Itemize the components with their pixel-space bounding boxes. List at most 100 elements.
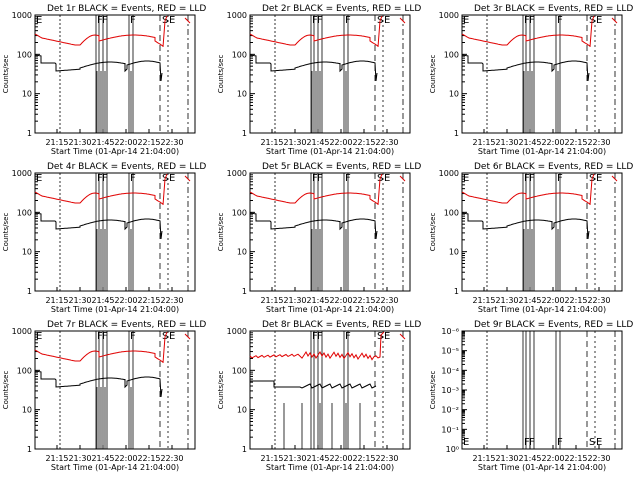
marker-label: F	[345, 173, 351, 184]
y-tick-label: 1000	[227, 11, 247, 20]
x-axis-label: Start Time (01-Apr-14 21:04:00)	[266, 305, 394, 314]
marker-label: F	[97, 173, 103, 184]
x-tick-label: 22:15	[137, 138, 160, 147]
marker-label: F	[317, 173, 323, 184]
marker-label: F	[312, 331, 318, 342]
x-axis-label: Start Time (01-Apr-14 21:04:00)	[478, 147, 606, 156]
chart-panel-3: Det 3r BLACK = Events, RED = LLD 1 10 100 10…	[429, 4, 633, 156]
marker-label: F	[97, 15, 103, 26]
x-tick-label: 21:15	[45, 296, 68, 305]
x-tick-label: 21:15	[45, 138, 68, 147]
x-axis-label: Start Time (01-Apr-14 21:04:00)	[51, 305, 179, 314]
x-tick-label: 22:00	[541, 454, 564, 463]
x-tick-label: 21:45	[518, 454, 541, 463]
marker-label: F	[557, 173, 563, 184]
chart-panel-7: Det 7r BLACK = Events, RED = LLD 1 10 100 10…	[2, 320, 206, 472]
y-tick-label: 10	[237, 406, 247, 415]
marker-label: F	[345, 15, 351, 26]
plot-frame	[249, 14, 411, 134]
y-tick-label: 10⁻⁴	[441, 366, 459, 375]
x-tick-label: 22:30	[160, 296, 183, 305]
lld-series-tail	[184, 17, 191, 24]
y-tick-label: 10	[22, 406, 32, 415]
y-tick-label: 1000	[12, 11, 32, 20]
plot-frame	[461, 330, 623, 450]
x-tick-label: 21:15	[45, 454, 68, 463]
x-tick-label: 22:15	[352, 138, 375, 147]
y-tick-label: 1000	[12, 169, 32, 178]
x-tick-label: 21:15	[472, 138, 495, 147]
x-axis-label: Start Time (01-Apr-14 21:04:00)	[266, 147, 394, 156]
x-tick-label: 21:45	[306, 138, 329, 147]
plot-frame	[249, 330, 411, 450]
marker-label: E	[169, 331, 175, 342]
x-tick-label: 21:45	[518, 296, 541, 305]
y-tick-label: 1	[27, 445, 32, 454]
y-tick-label: 1000	[227, 327, 247, 336]
x-tick-label: 21:45	[306, 296, 329, 305]
chart-panel-2: Det 2r BLACK = Events, RED = LLD 1 10 100 10…	[217, 4, 421, 156]
y-axis-label: Counts/sec	[217, 213, 225, 252]
x-tick-label: 22:30	[375, 296, 398, 305]
chart-panel-8: Det 8r BLACK = Events, RED = LLD 1 10 100 10…	[217, 320, 421, 472]
y-tick-label: 1000	[439, 11, 459, 20]
y-tick-label: 100	[444, 208, 459, 217]
x-tick-label: 21:15	[260, 454, 283, 463]
x-tick-label: 22:30	[375, 138, 398, 147]
lld-series-line	[461, 173, 595, 206]
lld-series-tail	[184, 175, 191, 182]
events-series-line	[249, 54, 378, 82]
y-axis-label: Counts/sec	[2, 371, 10, 410]
x-tick-label: 21:30	[68, 296, 91, 305]
marker-label: E	[596, 173, 602, 184]
marker-label: F	[130, 173, 136, 184]
chart-panel-4: Det 4r BLACK = Events, RED = LLD 1 10 100 10…	[2, 162, 206, 314]
x-tick-label: 21:15	[260, 138, 283, 147]
x-tick-label: 21:15	[472, 454, 495, 463]
lld-series-line	[249, 331, 385, 361]
x-tick-label: 21:45	[306, 454, 329, 463]
y-tick-label: 10	[449, 90, 459, 99]
x-tick-label: 21:45	[91, 454, 114, 463]
y-tick-label: 1	[242, 287, 247, 296]
marker-label: S	[377, 331, 383, 342]
x-tick-label: 22:00	[541, 296, 564, 305]
chart-title: Det 4r BLACK = Events, RED = LLD	[47, 162, 206, 172]
x-tick-label: 22:00	[329, 454, 352, 463]
marker-label: F	[529, 15, 535, 26]
marker-label: F	[524, 173, 530, 184]
y-tick-label: 100	[17, 50, 32, 59]
y-tick-label: 1	[454, 287, 459, 296]
marker-label: E	[384, 15, 390, 26]
plot-frame	[249, 172, 411, 292]
y-axis-label: Counts/sec	[217, 371, 225, 410]
marker-label: E	[169, 173, 175, 184]
marker-label: S	[589, 437, 595, 448]
y-tick-label: 1000	[439, 169, 459, 178]
marker-label: F	[312, 173, 318, 184]
events-series-line	[461, 212, 590, 240]
marker-label: F	[130, 15, 136, 26]
y-tick-label: 100	[17, 208, 32, 217]
y-tick-label: 100	[232, 50, 247, 59]
y-tick-label: 10⁻¹	[441, 425, 459, 434]
marker-label: F	[312, 15, 318, 26]
y-tick-label: 1	[27, 287, 32, 296]
x-tick-label: 22:30	[587, 138, 610, 147]
x-tick-label: 21:45	[518, 138, 541, 147]
y-tick-label: 100	[444, 50, 459, 59]
chart-title: Det 6r BLACK = Events, RED = LLD	[474, 162, 633, 172]
x-tick-label: 21:45	[91, 138, 114, 147]
marker-label: F	[345, 331, 351, 342]
x-tick-label: 21:15	[472, 296, 495, 305]
y-tick-label: 10⁻²	[441, 406, 459, 415]
x-tick-label: 22:00	[329, 296, 352, 305]
y-tick-label: 10⁻⁵	[441, 347, 459, 356]
y-tick-label: 10⁻³	[441, 386, 459, 395]
chart-title: Det 2r BLACK = Events, RED = LLD	[262, 4, 421, 14]
chart-title: Det 7r BLACK = Events, RED = LLD	[47, 320, 206, 330]
marker-label: F	[102, 173, 108, 184]
marker-label: F	[317, 15, 323, 26]
marker-label: F	[524, 15, 530, 26]
y-axis-label: Counts/sec	[429, 213, 437, 252]
